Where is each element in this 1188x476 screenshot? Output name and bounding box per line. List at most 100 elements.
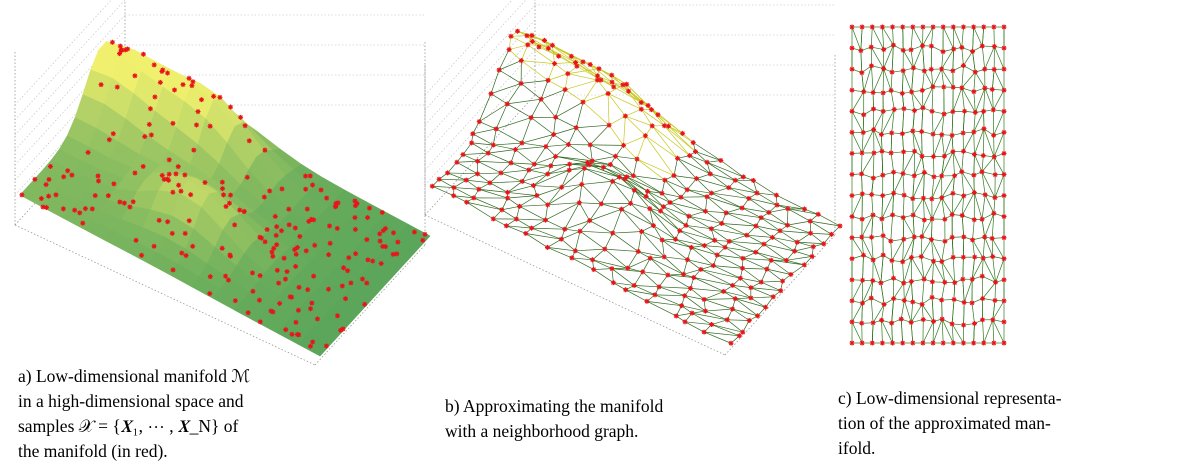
sample-point bbox=[829, 232, 834, 237]
graph-edge bbox=[769, 212, 788, 225]
sample-point bbox=[573, 248, 578, 253]
graph-edge bbox=[903, 195, 904, 217]
sample-point bbox=[922, 68, 927, 73]
sample-point bbox=[972, 190, 977, 195]
sample-point bbox=[689, 245, 694, 250]
graph-edge bbox=[490, 181, 522, 182]
sample-point bbox=[879, 132, 884, 137]
sample-point bbox=[460, 152, 465, 157]
sample-point bbox=[646, 103, 651, 108]
sample-point bbox=[919, 129, 924, 134]
sample-point bbox=[232, 222, 237, 227]
sample-point bbox=[909, 89, 914, 94]
graph-edge bbox=[942, 282, 945, 300]
sample-point bbox=[871, 90, 876, 95]
graph-edge bbox=[590, 145, 615, 156]
graph-edge bbox=[942, 241, 945, 261]
graph-edge bbox=[962, 151, 964, 171]
sample-point bbox=[992, 298, 997, 303]
sample-point bbox=[672, 173, 677, 178]
graph-edge bbox=[641, 226, 653, 232]
sample-point bbox=[860, 301, 865, 306]
graph-edge bbox=[705, 309, 732, 311]
sample-point bbox=[338, 328, 343, 333]
graph-edge bbox=[874, 130, 882, 152]
graph-edge bbox=[508, 196, 537, 198]
sample-point bbox=[353, 227, 358, 232]
grid-line bbox=[425, 35, 535, 155]
sample-point bbox=[599, 201, 604, 206]
caption-line: b) Approximating the manifold bbox=[445, 394, 663, 419]
graph-edge bbox=[913, 215, 914, 237]
sample-point bbox=[712, 238, 717, 243]
graph-edge bbox=[616, 156, 634, 175]
sample-point bbox=[850, 25, 855, 30]
graph-edge bbox=[520, 206, 546, 220]
graph-edge bbox=[794, 247, 813, 251]
sample-point bbox=[912, 234, 917, 239]
graph-edge bbox=[625, 109, 641, 116]
sample-point bbox=[545, 202, 550, 207]
sample-point bbox=[106, 193, 111, 198]
sample-point bbox=[679, 303, 684, 308]
sample-point bbox=[202, 180, 207, 185]
sample-point bbox=[890, 212, 895, 217]
sample-point bbox=[118, 44, 123, 49]
sample-point bbox=[1002, 235, 1007, 240]
sample-point bbox=[911, 213, 916, 218]
sample-point bbox=[183, 231, 188, 236]
sample-point bbox=[274, 233, 279, 238]
sample-point bbox=[859, 235, 864, 240]
sample-point bbox=[850, 151, 855, 156]
sample-point bbox=[378, 239, 383, 244]
sample-point bbox=[668, 200, 673, 205]
sample-point bbox=[929, 237, 934, 242]
sample-point bbox=[900, 25, 905, 30]
sample-point bbox=[80, 221, 85, 226]
graph-edge bbox=[984, 129, 994, 157]
graph-edge bbox=[974, 175, 975, 192]
graph-edge bbox=[653, 226, 662, 240]
sample-point bbox=[920, 88, 925, 93]
sample-point bbox=[237, 208, 242, 213]
sample-point bbox=[703, 309, 708, 314]
sample-point bbox=[684, 223, 689, 228]
sample-point bbox=[563, 87, 568, 92]
graph-edge bbox=[705, 211, 726, 213]
graph-edge bbox=[862, 73, 864, 92]
graph-edge bbox=[913, 111, 915, 131]
graph-edge bbox=[650, 258, 683, 274]
sample-point bbox=[992, 44, 997, 49]
graph-edge bbox=[634, 285, 655, 294]
graph-edge bbox=[863, 255, 864, 280]
graph-edge bbox=[507, 99, 541, 104]
sample-point bbox=[871, 320, 876, 325]
graph-edge bbox=[590, 221, 613, 233]
sample-point bbox=[297, 234, 302, 239]
graph-edge bbox=[726, 208, 742, 213]
sample-point bbox=[951, 341, 956, 346]
graph-edge bbox=[727, 320, 749, 321]
graph-edge bbox=[638, 232, 641, 252]
graph-edge bbox=[664, 257, 683, 274]
sample-point bbox=[529, 226, 534, 231]
sample-point bbox=[491, 216, 496, 221]
sample-point bbox=[869, 63, 874, 68]
sample-point bbox=[328, 241, 333, 246]
graph-edge bbox=[601, 181, 612, 204]
sample-point bbox=[698, 267, 703, 272]
graph-edge bbox=[852, 132, 862, 153]
sample-point bbox=[741, 174, 746, 179]
graph-edge bbox=[953, 66, 964, 71]
sample-point bbox=[850, 341, 855, 346]
graph-edge bbox=[534, 186, 562, 188]
graph-edge bbox=[904, 300, 911, 322]
graph-edge bbox=[964, 302, 965, 325]
sample-point bbox=[972, 255, 977, 260]
graph-edge bbox=[448, 173, 478, 174]
graph-edge bbox=[983, 320, 984, 343]
sample-point bbox=[939, 298, 944, 303]
graph-edge bbox=[689, 211, 706, 216]
sample-point bbox=[505, 190, 510, 195]
sample-point bbox=[929, 67, 934, 72]
